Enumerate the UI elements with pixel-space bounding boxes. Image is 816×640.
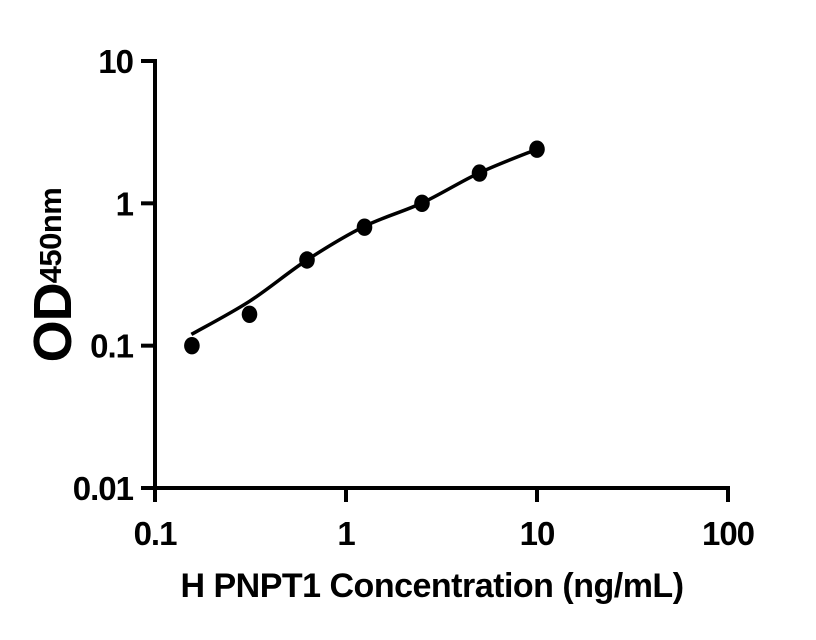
x-tick-label-1: 1 bbox=[337, 515, 355, 552]
x-axis-title: H PNPT1 Concentration (ng/mL) bbox=[180, 567, 683, 605]
data-point-2 bbox=[241, 305, 258, 323]
data-point-1 bbox=[184, 337, 200, 355]
y-axis-title-subscript: 450nm bbox=[33, 188, 68, 284]
y-tick-label-1: 1 bbox=[116, 185, 134, 222]
axis-spines bbox=[153, 59, 730, 490]
data-point-4 bbox=[356, 218, 373, 236]
data-point-5 bbox=[414, 194, 430, 212]
data-point-series bbox=[184, 140, 545, 355]
data-point-6 bbox=[471, 164, 488, 182]
x-tick-label-0.1: 0.1 bbox=[134, 515, 178, 552]
x-axis-tick-labels: 0.1 1 10 100 bbox=[134, 515, 755, 552]
data-point-3 bbox=[299, 251, 315, 269]
y-axis-title-main: OD bbox=[23, 283, 83, 362]
axis-tick-marks bbox=[141, 59, 730, 502]
x-tick-label-10: 10 bbox=[520, 515, 555, 552]
y-tick-label-10: 10 bbox=[98, 43, 133, 80]
x-tick-label-100: 100 bbox=[702, 515, 754, 552]
y-axis-tick-labels: 10 1 0.1 0.01 bbox=[73, 43, 135, 507]
y-axis-title: OD450nm bbox=[23, 188, 83, 363]
data-point-7 bbox=[529, 140, 545, 158]
y-tick-label-0.1: 0.1 bbox=[90, 328, 134, 365]
y-tick-label-0.01: 0.01 bbox=[73, 470, 134, 507]
